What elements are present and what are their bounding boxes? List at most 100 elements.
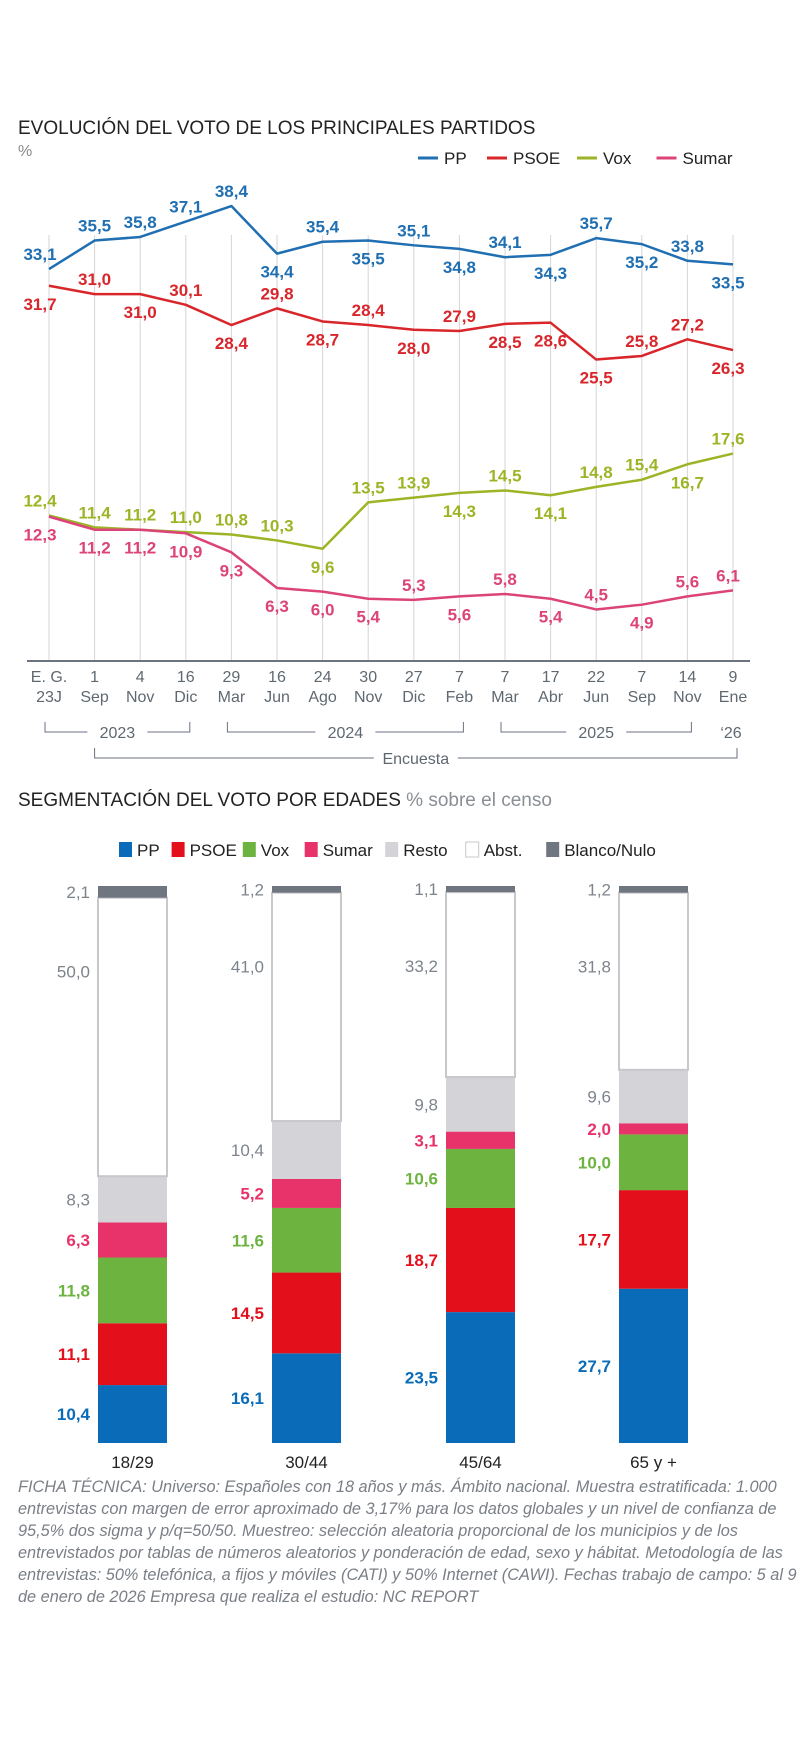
data-label: 35,2 [625, 253, 658, 272]
bar-segment-sumar [446, 1131, 515, 1149]
data-label: 5,3 [402, 576, 426, 595]
data-label: 9,3 [220, 561, 244, 580]
x-tick-label: Jun [264, 689, 290, 706]
x-tick-label: Mar [218, 689, 246, 706]
legend-label: Resto [403, 841, 447, 860]
bar-value-label: 2,0 [587, 1120, 611, 1139]
bar-value-label: 50,0 [57, 963, 90, 982]
data-label: 31,7 [23, 295, 56, 314]
legend-label: Vox [603, 149, 632, 168]
data-label: 5,8 [493, 570, 517, 589]
data-label: 12,3 [23, 526, 56, 545]
data-label: 11,2 [79, 539, 111, 558]
year-label: 2024 [328, 725, 364, 742]
data-label: 27,9 [443, 307, 476, 326]
x-tick-label: 29 [223, 669, 241, 686]
bar-chart-title-text: SEGMENTACIÓN DEL VOTO POR EDADES [18, 790, 401, 811]
x-tick-label: Ago [308, 689, 337, 706]
x-tick-label: Feb [446, 689, 474, 706]
legend-swatch-vox [242, 842, 256, 857]
legend-swatch-resto [385, 842, 399, 857]
data-label: 25,5 [580, 369, 613, 388]
x-tick-label: 7 [637, 669, 646, 686]
data-label: 35,5 [352, 250, 385, 269]
x-tick-label: 1 [90, 669, 99, 686]
bar-chart-title: SEGMENTACIÓN DEL VOTO POR EDADES % sobre… [18, 790, 552, 812]
survey-label: Encuesta [382, 751, 449, 768]
data-label: 5,6 [448, 605, 472, 624]
bar-segment-pp [619, 1288, 688, 1443]
bar-value-label: 16,1 [231, 1389, 264, 1408]
data-label: 15,4 [625, 456, 659, 475]
year-label: 2023 [100, 725, 136, 742]
data-label: 38,4 [215, 182, 249, 201]
legend-swatch-sumar [304, 842, 318, 857]
data-label: 25,8 [625, 332, 658, 351]
data-label: 29,8 [260, 284, 293, 303]
legend-swatch-blanconulo [546, 842, 560, 857]
legend-label: Sumar [323, 841, 373, 860]
year-bracket [500, 722, 692, 733]
data-label: 9,6 [311, 558, 335, 577]
series-line-psoe [48, 284, 734, 361]
bar-chart-subtitle: % sobre el censo [406, 790, 552, 811]
series-line-sumar [48, 515, 734, 611]
bar-segment-sumar [98, 1222, 167, 1258]
bar-segment-vox [619, 1134, 688, 1191]
data-label: 4,9 [630, 614, 654, 633]
data-label: 10,8 [215, 510, 248, 529]
legend-swatch-pp [119, 842, 132, 857]
bar-value-label: 33,2 [405, 957, 438, 976]
data-label: 14,5 [488, 466, 521, 485]
year-label: ‘26 [720, 725, 741, 742]
data-label: 5,6 [676, 572, 700, 591]
x-tick-label: 14 [679, 669, 697, 686]
data-label: 6,3 [265, 597, 289, 616]
bar-segment-abst [445, 891, 516, 1079]
bar-value-label: 10,6 [405, 1169, 438, 1188]
x-tick-label: 7 [501, 669, 510, 686]
data-label: 35,7 [580, 214, 613, 233]
legend-swatch-abst [465, 841, 480, 858]
data-label: 17,6 [711, 430, 744, 449]
category-label: 45/64 [459, 1453, 502, 1472]
bar-segment-pp [272, 1353, 341, 1443]
x-tick-label: 27 [405, 669, 423, 686]
bar-segment-blanconulo [272, 886, 341, 893]
data-label: 28,4 [352, 301, 386, 320]
data-label: 28,7 [306, 330, 339, 349]
data-label: 28,5 [488, 333, 521, 352]
x-tick-label: Sep [80, 689, 109, 706]
bar-segment-pp [98, 1385, 167, 1443]
bar-value-label: 1,2 [587, 880, 611, 899]
bar-segment-resto [446, 1077, 515, 1132]
data-label: 14,8 [580, 463, 613, 482]
bar-segment-vox [98, 1257, 167, 1324]
series-line-pp [48, 204, 734, 271]
x-tick-label: 30 [359, 669, 377, 686]
category-label: 30/44 [285, 1453, 328, 1472]
data-label: 33,1 [23, 245, 56, 264]
bar-segment-resto [619, 1069, 688, 1124]
bar-value-label: 9,6 [587, 1088, 611, 1107]
bar-segment-psoe [272, 1272, 341, 1354]
bar-value-label: 17,7 [578, 1230, 611, 1249]
data-label: 28,6 [534, 332, 567, 351]
x-tick-label: Dic [402, 689, 425, 706]
bar-segment-resto [98, 1176, 167, 1223]
legend-label: PP [137, 841, 160, 860]
bar-value-label: 10,0 [578, 1153, 611, 1172]
bar-segment-vox [272, 1207, 341, 1273]
bar-segment-pp [446, 1312, 515, 1443]
data-label: 34,3 [534, 264, 567, 283]
data-label: 11,4 [79, 503, 112, 522]
x-tick-label: 7 [455, 669, 464, 686]
bar-value-label: 9,8 [414, 1095, 438, 1114]
category-label: 18/29 [111, 1453, 154, 1472]
data-label: 14,1 [534, 504, 567, 523]
x-tick-label: Nov [354, 689, 382, 706]
data-label: 10,3 [260, 516, 293, 535]
data-label: 16,7 [671, 473, 704, 492]
bar-value-label: 1,2 [240, 880, 264, 899]
bar-value-label: 10,4 [231, 1141, 264, 1160]
